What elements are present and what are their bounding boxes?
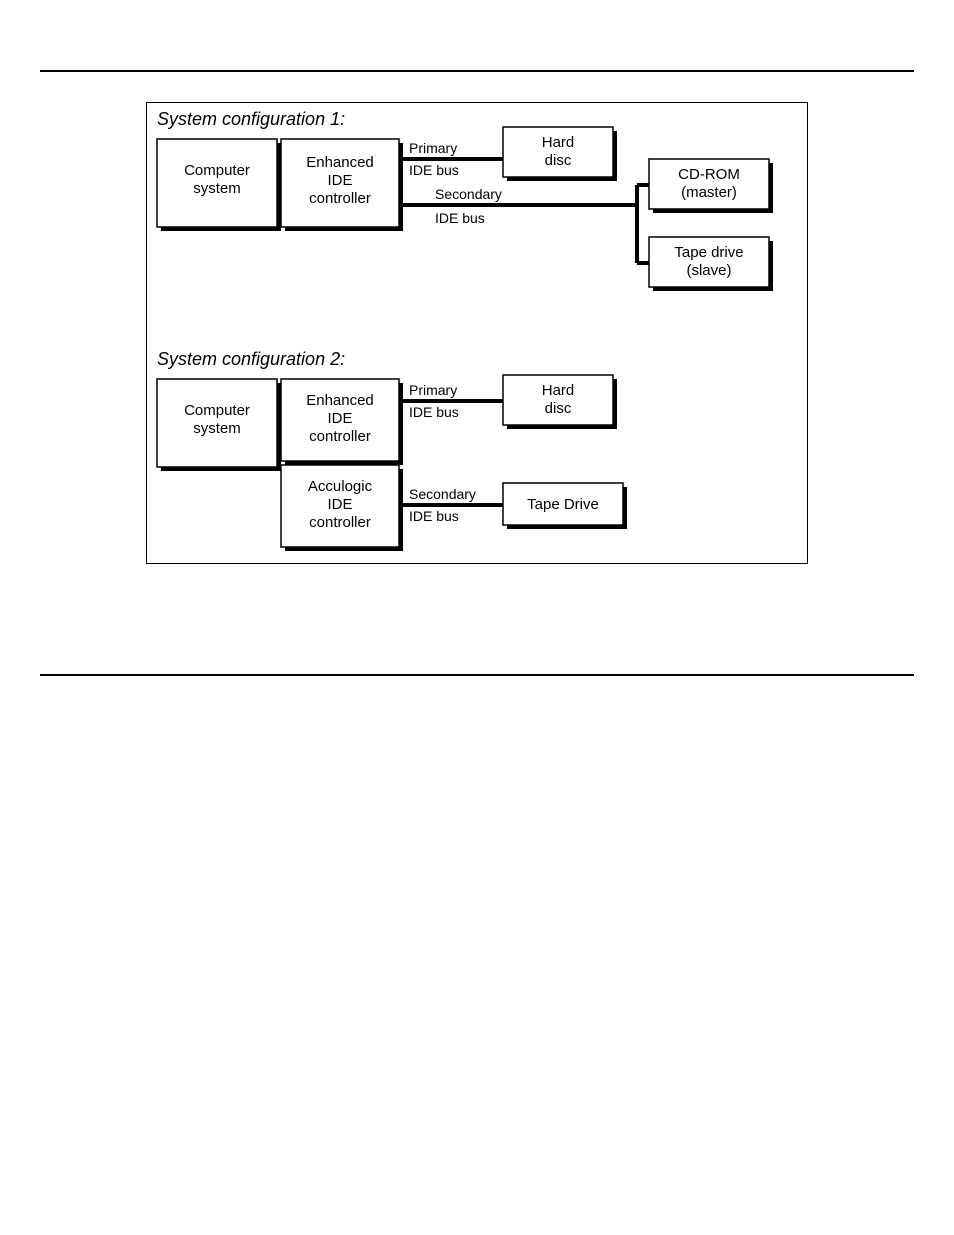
system-config-diagram: System configuration 1: Computer system … [146,102,808,564]
node-computer-system-1: Computer system [157,139,281,231]
node-tape-drive-2: Tape Drive [503,483,627,529]
svg-text:IDE bus: IDE bus [409,162,459,178]
svg-text:Hard: Hard [542,382,575,399]
svg-text:controller: controller [309,190,371,207]
svg-text:IDE bus: IDE bus [409,404,459,420]
svg-text:IDE: IDE [327,172,352,189]
edge-primary-bus-2: Primary IDE bus [403,382,503,420]
svg-text:(slave): (slave) [686,262,731,279]
diagram-svg: System configuration 1: Computer system … [147,103,787,563]
node-cdrom-master: CD-ROM (master) [649,159,773,213]
svg-text:IDE bus: IDE bus [409,508,459,524]
node-hard-disc-2: Hard disc [503,375,617,429]
svg-text:Primary: Primary [409,382,457,398]
section-1-title: System configuration 1: [157,109,345,129]
svg-text:IDE: IDE [327,410,352,427]
svg-text:IDE bus: IDE bus [435,210,485,226]
node-acculogic-ide: Acculogic IDE controller [281,465,403,551]
svg-text:Hard: Hard [542,134,575,151]
svg-text:(master): (master) [681,184,737,201]
node-enhanced-ide-2: Enhanced IDE controller [281,379,403,465]
svg-text:Secondary: Secondary [435,186,502,202]
svg-text:Tape Drive: Tape Drive [527,496,599,513]
svg-text:system: system [193,180,241,197]
svg-text:Enhanced: Enhanced [306,154,374,171]
node-computer-system-2: Computer system [157,379,281,471]
svg-text:Secondary: Secondary [409,486,476,502]
edge-secondary-bus-1: Secondary IDE bus [403,185,649,263]
svg-text:disc: disc [545,152,572,169]
node-hard-disc-1: Hard disc [503,127,617,181]
svg-text:Tape drive: Tape drive [674,244,743,261]
svg-text:CD-ROM: CD-ROM [678,166,740,183]
svg-text:Computer: Computer [184,162,250,179]
top-rule [40,70,914,72]
svg-text:Primary: Primary [409,140,457,156]
svg-text:Computer: Computer [184,402,250,419]
edge-primary-bus-1: Primary IDE bus [403,140,503,178]
bottom-rule [40,674,914,676]
edge-secondary-bus-2: Secondary IDE bus [403,486,503,524]
svg-text:Acculogic: Acculogic [308,478,373,495]
svg-text:controller: controller [309,514,371,531]
svg-text:controller: controller [309,428,371,445]
section-2-title: System configuration 2: [157,349,345,369]
node-tape-slave: Tape drive (slave) [649,237,773,291]
svg-text:Enhanced: Enhanced [306,392,374,409]
node-enhanced-ide-1: Enhanced IDE controller [281,139,403,231]
svg-text:IDE: IDE [327,496,352,513]
svg-text:disc: disc [545,400,572,417]
svg-text:system: system [193,420,241,437]
